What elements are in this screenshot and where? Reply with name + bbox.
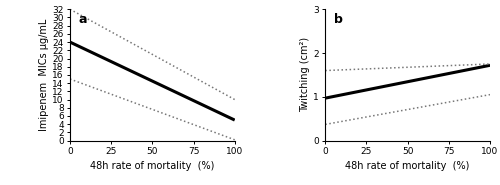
X-axis label: 48h rate of mortality  (%): 48h rate of mortality (%) [346,161,470,171]
Y-axis label: Twitching (cm²): Twitching (cm²) [300,37,310,112]
Text: a: a [78,13,86,26]
Text: b: b [334,13,342,26]
Y-axis label: Imipenem  MICs μg/mL: Imipenem MICs μg/mL [40,19,50,131]
X-axis label: 48h rate of mortality  (%): 48h rate of mortality (%) [90,161,214,171]
